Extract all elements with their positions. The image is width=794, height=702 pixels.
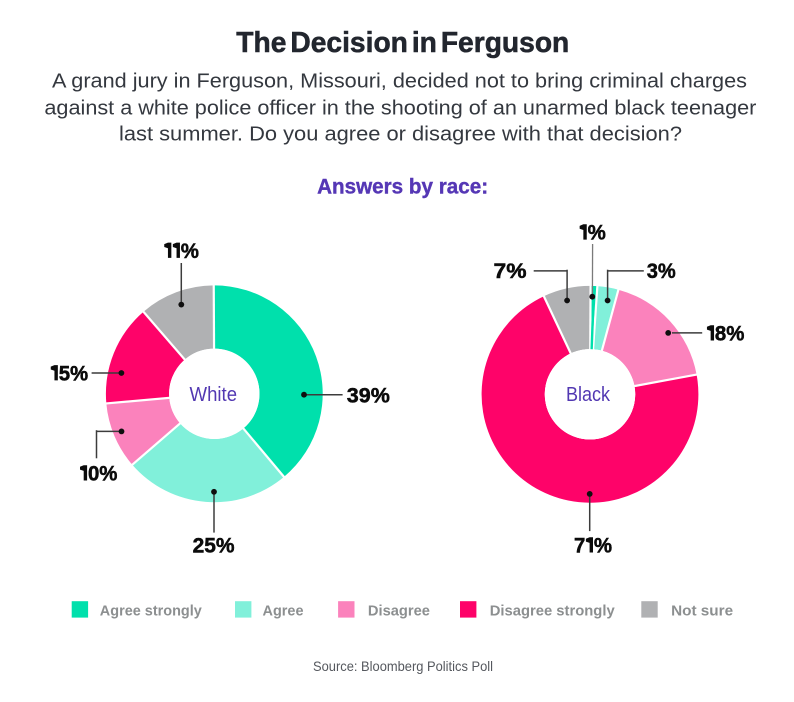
- svg-text:Disagree strongly: Disagree strongly: [490, 603, 616, 620]
- svg-text:8%: 8%: [715, 323, 745, 346]
- svg-text:last summer. Do you agree or d: last summer. Do you agree or disagree wi…: [119, 124, 682, 146]
- svg-text:Agree strongly: Agree strongly: [100, 603, 203, 620]
- svg-text:Disagree: Disagree: [368, 603, 430, 620]
- svg-text:Not sure: Not sure: [671, 603, 733, 620]
- svg-text:39%: 39%: [347, 384, 390, 407]
- svg-text:against a white police officer: against a white police officer in the sh…: [44, 97, 756, 119]
- svg-text:The Decision in Ferguson: The Decision in Ferguson: [236, 27, 569, 59]
- svg-text:5%: 5%: [59, 362, 89, 385]
- svg-text:A grand jury in Ferguson, Miss: A grand jury in Ferguson, Missouri, deci…: [52, 71, 747, 93]
- svg-text:7%: 7%: [494, 260, 527, 283]
- svg-text:0%: 0%: [88, 463, 118, 486]
- svg-text:7: 7: [574, 535, 585, 558]
- svg-text:Agree: Agree: [263, 603, 304, 620]
- svg-text:25%: 25%: [193, 535, 235, 558]
- svg-text:Black: Black: [566, 384, 611, 406]
- svg-text:3%: 3%: [647, 260, 676, 283]
- svg-text:%: %: [588, 222, 607, 245]
- svg-text:%: %: [594, 535, 613, 558]
- svg-text:Source: Bloomberg Politics Pol: Source: Bloomberg Politics Poll: [313, 658, 493, 674]
- svg-text:White: White: [190, 384, 238, 406]
- svg-text:Answers by race:: Answers by race:: [317, 174, 488, 198]
- svg-text:%: %: [181, 240, 200, 263]
